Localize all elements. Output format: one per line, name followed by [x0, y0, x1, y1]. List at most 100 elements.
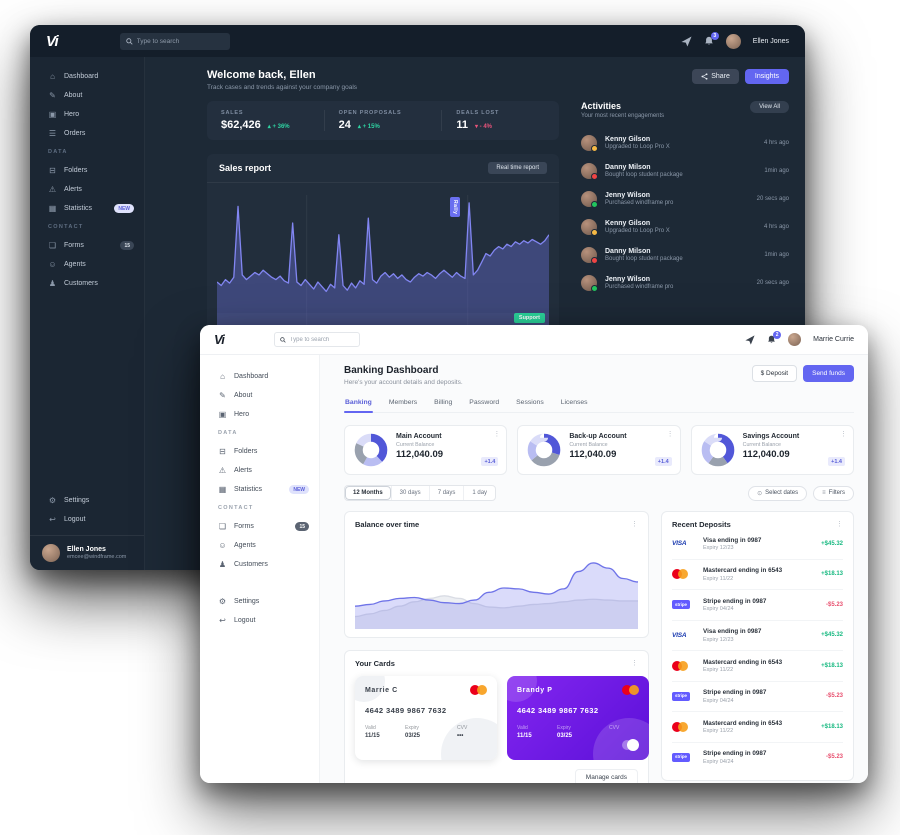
sidebar-item[interactable]: ♟ Customers — [30, 274, 144, 293]
credit-card[interactable]: Marrie C 4642 3489 9867 7632 Valid 11/15 — [355, 676, 497, 760]
deposit-row[interactable]: VISA stripe Stripe ending in 0987 Expiry… — [672, 589, 843, 620]
sidebar-item-icon: ✎ — [219, 391, 226, 400]
send-icon[interactable] — [745, 334, 755, 345]
sidebar-item[interactable]: ❏ Forms 15 — [30, 236, 144, 255]
range-filter-row: 12 Months 30 days 7 days 1 day ⊙ Select dat… — [344, 485, 854, 501]
sidebar-item[interactable]: ▣ Hero — [200, 405, 319, 424]
app-logo: Vi — [214, 332, 225, 347]
activity-item[interactable]: Danny Milson Bought loop student package… — [581, 241, 789, 269]
cvv-reveal-toggle[interactable] — [627, 739, 639, 751]
filters-button[interactable]: ≡ Filters — [813, 485, 854, 501]
sidebar-footer-label: Settings — [234, 598, 260, 605]
sidebar-item[interactable]: ✎ About — [200, 386, 319, 405]
tab[interactable]: Members — [388, 399, 418, 406]
account-card[interactable]: Back-up Account Current Balance 112,040.… — [517, 425, 681, 475]
range-tab[interactable]: 12 Months — [345, 486, 391, 500]
deposit-row[interactable]: VISA stripe Stripe ending in 0987 Expiry… — [672, 680, 843, 712]
account-card[interactable]: Savings Account Current Balance 112,040.… — [690, 425, 854, 475]
deposit-amount: -$5.23 — [825, 601, 843, 608]
credit-card[interactable]: Brandy P 4642 3489 9867 7632 Valid 11/15 — [507, 676, 649, 760]
deposit-row[interactable]: VISA stripe Mastercard ending in 6543 Ex… — [672, 711, 843, 742]
range-tab[interactable]: 1 day — [463, 486, 495, 500]
deposit-button[interactable]: $ Deposit — [751, 365, 798, 382]
sidebar-item[interactable]: ✎ About — [30, 86, 144, 105]
deposit-row[interactable]: VISA stripe Visa ending in 0987 Expiry 1… — [672, 529, 843, 559]
sidebar-item[interactable]: ⌂ Dashboard — [30, 67, 144, 86]
sales-line-chart — [217, 195, 549, 329]
sidebar-item[interactable]: ♟ Customers — [200, 555, 319, 574]
share-button[interactable]: Share — [692, 69, 739, 84]
kebab-menu-icon[interactable]: ⋮ — [836, 521, 843, 528]
user-avatar[interactable] — [725, 33, 741, 49]
sidebar-section-label: DATA — [200, 424, 319, 442]
sidebar-item[interactable]: ☺ Agents — [30, 255, 144, 274]
sidebar-item[interactable]: ▣ Hero — [30, 105, 144, 124]
kebab-menu-icon[interactable]: ⋮ — [839, 431, 847, 438]
manage-cards-button[interactable]: Manage cards — [574, 769, 638, 783]
notifications-bell-icon[interactable]: 2 — [767, 331, 782, 344]
activity-item[interactable]: Jenny Wilson Purchased windframe pro 20 … — [581, 269, 789, 297]
sidebar-footer-item[interactable]: ⚙ Settings — [200, 592, 319, 611]
range-tab[interactable]: 30 days — [390, 486, 429, 500]
sidebar-item-icon: ▣ — [48, 110, 57, 119]
tab[interactable]: Password — [469, 399, 500, 406]
view-all-button[interactable]: View All — [750, 101, 789, 113]
account-balance: 112,040.09 — [742, 449, 790, 460]
tab[interactable]: Sessions — [516, 399, 544, 406]
deposit-row[interactable]: VISA stripe Stripe ending in 0987 Expiry… — [672, 741, 843, 773]
sidebar-item-icon: ♟ — [48, 279, 57, 288]
valid-value: 11/15 — [365, 732, 380, 739]
activity-item[interactable]: Kenny Gilson Upgraded to Loop Pro X 4 hr… — [581, 129, 789, 157]
search-input-wrap[interactable] — [273, 332, 360, 347]
credit-cards-row: Marrie C 4642 3489 9867 7632 Valid 11/15 — [355, 676, 649, 760]
card-number: 4642 3489 9867 7632 — [365, 706, 447, 715]
tab[interactable]: Banking — [344, 394, 373, 413]
realtime-report-button[interactable]: Real time report — [488, 162, 547, 174]
send-funds-button[interactable]: Send funds — [803, 365, 854, 382]
card-brand-logo: VISA stripe — [672, 569, 696, 580]
card-brand-logo: VISA stripe — [672, 721, 696, 732]
search-input-wrap[interactable] — [119, 32, 230, 50]
account-card[interactable]: Main Account Current Balance 112,040.09 … — [344, 425, 508, 475]
sidebar-item[interactable]: ⚠ Alerts — [30, 180, 144, 199]
activity-item[interactable]: Kenny Gilson Upgraded to Loop Pro X 4 hr… — [581, 213, 789, 241]
search-input[interactable] — [136, 37, 224, 45]
insights-button[interactable]: Insights — [744, 69, 789, 84]
kebab-menu-icon[interactable]: ⋮ — [493, 431, 501, 438]
sidebar-item[interactable]: ▦ Statistics NEW — [200, 480, 319, 499]
activity-item[interactable]: Jenny Wilson Purchased windframe pro 20 … — [581, 185, 789, 213]
sidebar-footer-item[interactable]: ↩ Logout — [30, 510, 144, 529]
activity-avatar — [581, 247, 598, 264]
search-input[interactable] — [289, 336, 354, 343]
kebab-menu-icon[interactable]: ⋮ — [631, 521, 638, 528]
sidebar-item[interactable]: ▦ Statistics NEW — [30, 199, 144, 218]
notifications-bell-icon[interactable]: 3 — [704, 32, 719, 46]
sidebar-section-label: CONTACT — [200, 499, 319, 517]
sidebar-item-icon: ✎ — [49, 91, 56, 100]
sidebar-item[interactable]: ⊟ Folders — [200, 442, 319, 461]
deposit-row[interactable]: VISA stripe Visa ending in 0987 Expiry 1… — [672, 619, 843, 651]
sidebar-item[interactable]: ☰ Orders — [30, 124, 144, 143]
deposit-row[interactable]: VISA stripe Mastercard ending in 6543 Ex… — [672, 650, 843, 681]
sidebar-item[interactable]: ❏ Forms 15 — [200, 517, 319, 536]
deposit-amount: -$5.23 — [825, 693, 843, 700]
kebab-menu-icon[interactable]: ⋮ — [666, 431, 674, 438]
user-avatar[interactable] — [788, 333, 802, 346]
select-dates-button[interactable]: ⊙ Select dates — [748, 485, 808, 501]
sidebar-item[interactable]: ⌂ Dashboard — [200, 367, 319, 386]
activity-item[interactable]: Danny Milson Bought loop student package… — [581, 157, 789, 185]
sidebar-item[interactable]: ⚠ Alerts — [200, 461, 319, 480]
range-tab[interactable]: 7 days — [428, 486, 464, 500]
sidebar-footer-item[interactable]: ⚙ Settings — [30, 491, 144, 510]
kebab-menu-icon[interactable]: ⋮ — [631, 660, 638, 667]
sidebar-profile[interactable]: Ellen Jones emcee@windframe.com — [30, 535, 144, 570]
send-icon[interactable] — [681, 35, 692, 47]
deposit-row[interactable]: VISA stripe Mastercard ending in 6543 Ex… — [672, 558, 843, 590]
sidebar-footer-item[interactable]: ↩ Logout — [200, 611, 319, 630]
activity-time: 20 secs ago — [756, 280, 789, 286]
sidebar-item[interactable]: ⊟ Folders — [30, 161, 144, 180]
tab[interactable]: Licenses — [560, 399, 588, 406]
tab[interactable]: Billing — [434, 399, 453, 406]
deposit-title: Mastercard ending in 6543 — [703, 658, 783, 666]
sidebar-item[interactable]: ☺ Agents — [200, 536, 319, 555]
